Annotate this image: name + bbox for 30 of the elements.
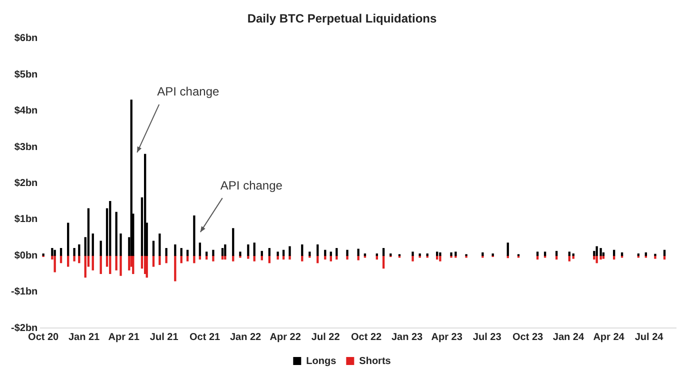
legend-label: Shorts — [359, 356, 392, 367]
y-tick-label: $4bn — [14, 106, 38, 117]
y-tick-label: $3bn — [14, 142, 38, 153]
x-tick-label: Oct 23 — [512, 332, 544, 343]
y-tick-label: $2bn — [14, 178, 38, 189]
x-tick-label: Jul 24 — [634, 332, 664, 343]
x-tick-label: Jan 21 — [68, 332, 100, 343]
y-tick-label: $6bn — [14, 33, 38, 44]
y-tick-label: $1bn — [14, 214, 38, 226]
x-tick-label: Apr 22 — [270, 332, 302, 343]
x-tick-label: Oct 21 — [190, 332, 221, 343]
annotation: API change — [157, 84, 220, 99]
legend-label: Longs — [306, 356, 337, 367]
x-tick-label: Jan 24 — [552, 332, 584, 343]
x-tick-label: Jul 23 — [472, 332, 502, 343]
x-tick-label: Oct 22 — [351, 332, 382, 343]
annotation: API change — [220, 178, 283, 192]
x-tick-label: Jan 22 — [230, 332, 262, 343]
y-tick-label: $0bn — [14, 250, 38, 262]
x-tick-label: Oct 20 — [28, 332, 60, 343]
y-tick-label: -$1bn — [11, 286, 38, 298]
y-tick-label: $5bn — [14, 69, 38, 80]
x-tick-label: Apr 24 — [593, 332, 625, 343]
chart-title: Daily BTC Perpetual Liquidations — [247, 12, 438, 26]
x-tick-label: Apr 21 — [108, 332, 140, 343]
y-tick-label: -$2bn — [11, 322, 38, 334]
x-tick-label: Jul 22 — [311, 332, 340, 343]
x-tick-label: Jan 23 — [391, 332, 424, 343]
x-tick-label: Apr 23 — [431, 332, 463, 343]
x-tick-label: Jul 21 — [150, 332, 179, 343]
